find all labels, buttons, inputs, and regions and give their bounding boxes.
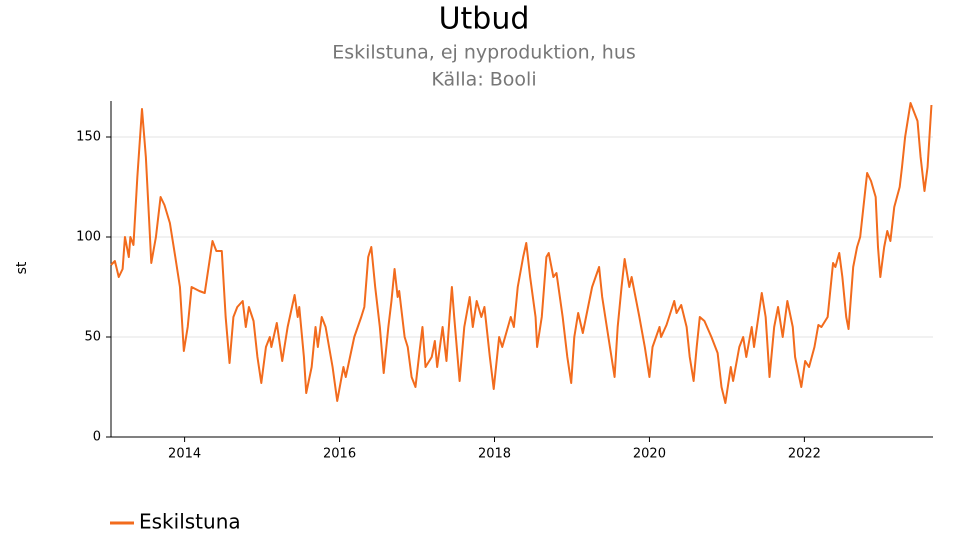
legend-label: Eskilstuna (139, 510, 241, 534)
chart-subtitle: Eskilstuna, ej nyproduktion, hus (332, 42, 636, 64)
x-tick-label: 2016 (323, 447, 356, 462)
x-tick-label: 2020 (633, 447, 666, 462)
x-tick-label: 2014 (168, 447, 201, 462)
y-tick-label: 150 (76, 130, 101, 145)
x-tick-label: 2022 (788, 447, 821, 462)
y-axis-label: st (14, 261, 30, 274)
y-tick-label: 50 (84, 330, 101, 345)
series-line (110, 102, 933, 404)
x-tick-label: 2018 (478, 447, 511, 462)
chart-title: Utbud (439, 2, 530, 37)
y-tick-label: 100 (76, 230, 101, 245)
chart-subtitle: Källa: Booli (431, 69, 536, 91)
y-tick-label: 0 (93, 430, 101, 445)
